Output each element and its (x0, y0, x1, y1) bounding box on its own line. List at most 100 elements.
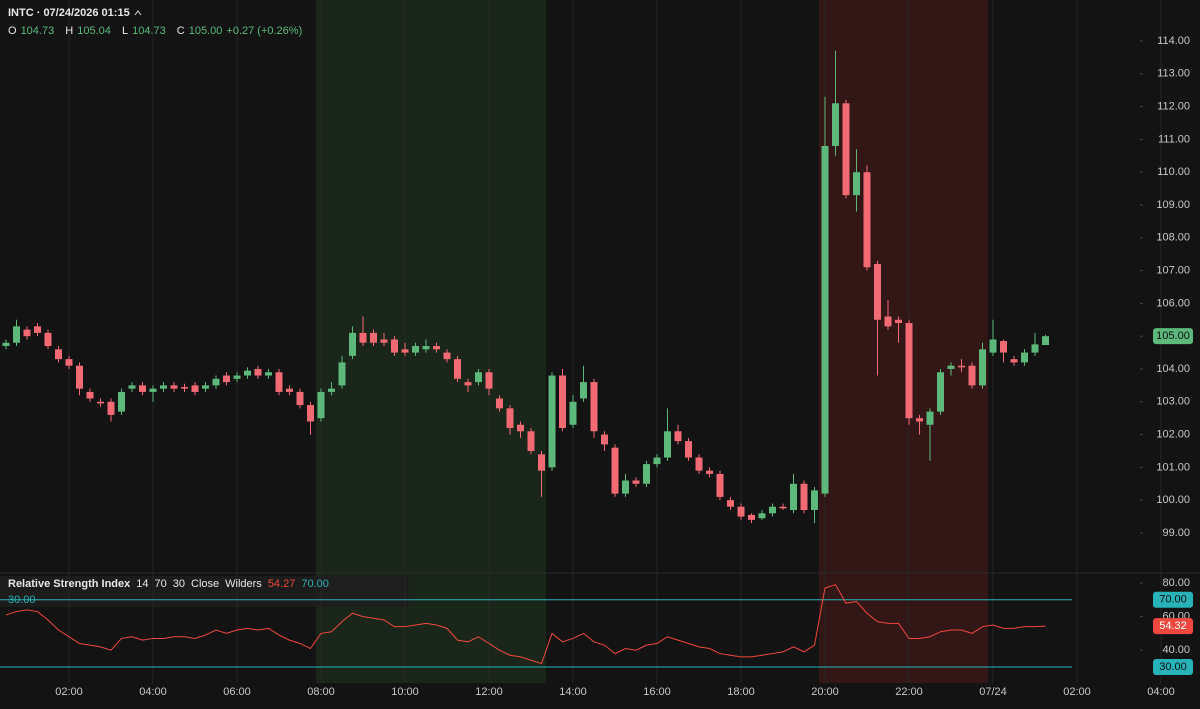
indicator-param: 70 (154, 578, 167, 590)
candle-body (202, 385, 209, 389)
candle-body (611, 447, 619, 494)
candle-body (275, 372, 283, 392)
indicator-param: Wilders (225, 578, 262, 590)
x-tick-label: 12:00 (475, 686, 503, 698)
candle-body (475, 372, 482, 383)
candle-body (181, 387, 188, 389)
indicator-value: 54.27 (267, 578, 296, 590)
ohlc-value: 104.73 (132, 25, 166, 37)
ohlc-value: 105.04 (77, 25, 111, 37)
collapse-icon[interactable] (134, 9, 142, 17)
y-tick-label: 100.00 (1156, 494, 1190, 506)
candle-body (317, 391, 325, 419)
candle-body (1031, 344, 1039, 353)
candle-body (1042, 336, 1049, 346)
candle-body (380, 339, 388, 343)
candle-body (149, 388, 157, 392)
candle-body (286, 388, 293, 392)
indicator-param: 14 (136, 578, 149, 590)
candle-body (55, 349, 62, 360)
y-tick-label: 107.00 (1156, 264, 1190, 276)
candle-body (832, 103, 839, 146)
candle-body (601, 434, 608, 445)
candle-body (758, 513, 766, 519)
last-price-tag (1153, 328, 1193, 345)
candle-body (853, 172, 860, 196)
level-tag-label: 70.00 (1159, 594, 1187, 606)
level-tag (1153, 591, 1193, 608)
rsi-legend: Relative Strength Index 14 70 30 Close W… (8, 578, 329, 590)
candle-body (947, 365, 955, 369)
y-tick-label: 111.00 (1158, 133, 1190, 145)
rsi-legend-row: 30.00 (8, 594, 36, 606)
symbol-header: INTC · 07/24/2026 01:15 (8, 7, 142, 19)
candle-body (674, 431, 682, 442)
indicator-title: Relative Strength Index (8, 578, 131, 590)
candle-body (790, 483, 797, 511)
candle-body (265, 372, 272, 376)
session-highlight (819, 0, 988, 683)
candle-body (527, 431, 535, 451)
indicator-param: 30 (172, 578, 186, 590)
ohlc-key: O (8, 25, 17, 37)
candle-body (454, 359, 461, 379)
x-tick-label: 10:00 (391, 686, 419, 698)
candle-body (401, 349, 409, 353)
x-tick-label: 02:00 (1063, 686, 1091, 698)
candle-body (307, 405, 314, 422)
x-tick-label: 04:00 (139, 686, 167, 698)
y-tick-label: 104.00 (1156, 363, 1190, 375)
candle-body (706, 470, 713, 474)
candle-body (160, 385, 167, 389)
candle-body (821, 145, 829, 494)
candle-body (548, 375, 556, 468)
candle-body (328, 388, 335, 392)
candle-body (44, 332, 52, 347)
candle-body (23, 329, 31, 337)
candle-body (1000, 341, 1007, 353)
rsi-value-label: 54.32 (1159, 620, 1187, 632)
y-tick-label: 114.00 (1157, 35, 1190, 47)
candle-body (370, 332, 377, 343)
candle-body (968, 365, 976, 386)
candle-body (748, 514, 755, 520)
y-tick-label: 101.00 (1156, 461, 1190, 473)
candle-body (118, 391, 125, 412)
candle-body (895, 319, 902, 324)
candle-body (884, 316, 892, 327)
candle-body (989, 339, 997, 353)
y-tick-label: 102.00 (1156, 428, 1190, 440)
candle-body (685, 441, 692, 458)
candle-body (926, 411, 934, 425)
candle-body (506, 408, 514, 429)
candle-body (559, 375, 566, 429)
x-tick-label: 14:00 (559, 686, 587, 698)
candle-body (65, 359, 73, 366)
candle-body (716, 473, 724, 497)
indicator-legend-box (0, 576, 409, 607)
ohlc-key: C (176, 25, 185, 37)
rsi-value-tag (1153, 618, 1193, 635)
candle-body (538, 454, 545, 471)
candle-body (128, 385, 136, 389)
candle-body (86, 391, 94, 399)
candle-body (496, 398, 503, 409)
candle-body (433, 346, 440, 350)
candle-body (412, 346, 419, 353)
candle-body (139, 385, 146, 392)
candle-body (233, 375, 241, 379)
candle-body (643, 464, 650, 484)
ohlc-value: 104.73 (20, 25, 55, 37)
y-tick-label: 112.00 (1157, 101, 1190, 113)
candle-body (34, 326, 41, 333)
y-tick-label: 99.00 (1162, 527, 1190, 539)
candle-body (622, 480, 629, 494)
candle-body (422, 346, 430, 350)
candle-body (191, 385, 199, 392)
level-tag (1153, 659, 1193, 676)
candle-body (695, 457, 703, 471)
candle-body (359, 332, 367, 343)
candle-body (464, 382, 472, 386)
x-tick-label: 02:00 (55, 686, 83, 698)
candle-body (569, 401, 577, 425)
